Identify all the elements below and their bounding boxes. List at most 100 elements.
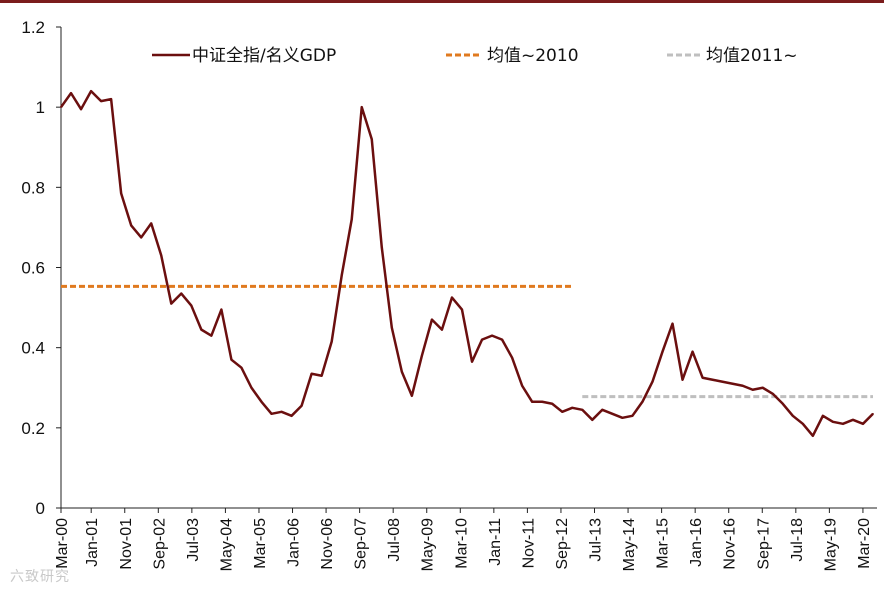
data-point [421, 354, 423, 357]
data-point [741, 384, 744, 387]
x-tick-label: Mar-00 [54, 518, 71, 569]
data-point [802, 423, 804, 425]
x-tick-label: Jan-16 [688, 518, 705, 567]
data-point [431, 318, 433, 321]
data-point [290, 415, 293, 417]
data-point [852, 419, 854, 421]
data-point [541, 400, 543, 403]
legend-label-main: 中证全指/名义GDP [192, 46, 336, 66]
data-point [561, 411, 564, 413]
x-tick-label: Jul-13 [588, 518, 605, 562]
x-tick-label: Nov-11 [520, 518, 537, 568]
watermark: 六致研究 [10, 569, 70, 585]
data-point [781, 402, 784, 405]
data-point [190, 304, 193, 307]
data-point [391, 326, 393, 329]
data-point [761, 386, 764, 389]
data-point [350, 218, 353, 221]
y-tick-label: 0.8 [21, 178, 45, 197]
data-point [721, 380, 724, 383]
data-point [581, 408, 584, 411]
data-point [230, 358, 233, 361]
data-point [661, 350, 664, 353]
data-point [711, 378, 714, 381]
data-point [120, 192, 122, 195]
data-point [481, 338, 483, 341]
data-point [872, 413, 874, 415]
x-tick-label: Sep-07 [353, 518, 370, 570]
data-point [380, 246, 383, 249]
data-point [832, 421, 834, 423]
data-point [220, 308, 223, 311]
data-point [511, 356, 513, 359]
y-tick-label: 0.2 [21, 419, 45, 438]
mean-lines [61, 284, 873, 399]
data-point [360, 106, 363, 108]
x-tick-label: May-19 [822, 518, 839, 571]
data-point [340, 274, 343, 277]
data-point [591, 419, 594, 421]
legend-label-mean-pre2010: 均值~2010 [487, 46, 579, 66]
x-tick-label: Sep-17 [755, 518, 772, 570]
x-tick-label: Nov-01 [118, 518, 135, 570]
data-point [240, 366, 243, 369]
data-point [170, 302, 173, 305]
data-point [691, 350, 694, 353]
data-point [320, 374, 323, 377]
x-tick-label: Jan-11 [487, 518, 504, 566]
data-point [471, 360, 473, 363]
data-point [812, 435, 814, 437]
data-point [210, 334, 213, 337]
legend-label-mean-post2011: 均值2011~ [706, 46, 798, 66]
data-point [701, 376, 704, 379]
data-point [681, 378, 684, 381]
data-point [130, 224, 132, 227]
data-point [180, 292, 183, 295]
data-point [80, 108, 82, 110]
data-point [451, 296, 453, 299]
x-tick-label: Jul-03 [185, 518, 202, 562]
top-rule [0, 0, 884, 3]
data-point [631, 415, 634, 417]
data-point [651, 380, 654, 383]
y-tick-label: 1 [36, 98, 45, 117]
data-point [751, 388, 754, 391]
data-point [200, 328, 203, 331]
data-point [280, 411, 283, 413]
data-point [270, 413, 273, 415]
data-point [611, 413, 614, 415]
y-tick-label: 0 [36, 499, 45, 518]
data-point [411, 394, 413, 397]
data-point [621, 417, 624, 419]
data-point [60, 106, 62, 108]
data-point [100, 100, 102, 102]
x-tick-label: Jan-06 [286, 518, 303, 567]
data-point [300, 404, 303, 407]
data-point [571, 406, 574, 409]
x-tick-label: Mar-15 [655, 518, 672, 569]
legend: 中证全指/名义GDP 均值~2010 均值2011~ [152, 46, 798, 66]
x-tick-label: Nov-16 [722, 518, 739, 570]
x-tick-label: Jul-18 [789, 518, 806, 562]
x-tick-label: Mar-05 [252, 518, 269, 569]
x-tick-label: Jan-01 [84, 518, 101, 567]
data-point [441, 328, 443, 331]
data-point [370, 138, 373, 141]
data-point [862, 423, 864, 425]
x-tick-label: May-14 [621, 518, 638, 571]
data-point [110, 98, 112, 100]
data-point [330, 340, 333, 343]
data-point [671, 322, 674, 325]
data-point [140, 236, 142, 239]
x-tick-label: Mar-20 [856, 518, 873, 569]
series-line-main [59, 89, 874, 438]
data-point [771, 392, 774, 395]
data-point [150, 222, 153, 225]
y-tick-label: 1.2 [21, 18, 45, 37]
data-point [250, 386, 253, 389]
data-point [551, 402, 554, 405]
data-point [531, 400, 533, 403]
data-point [601, 408, 604, 411]
data-point [521, 384, 523, 387]
